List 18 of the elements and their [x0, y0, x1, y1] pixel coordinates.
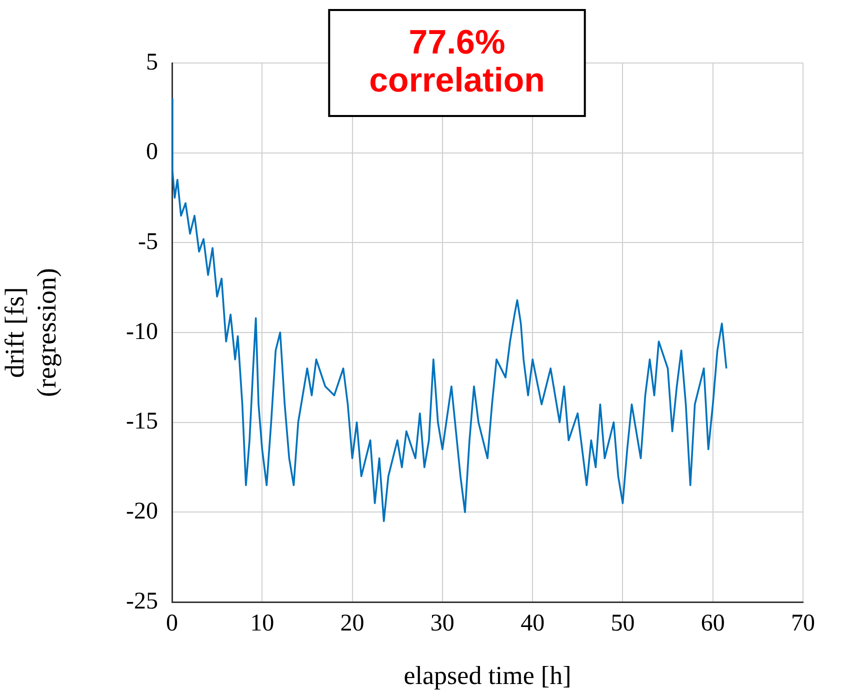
y-tick-label: -5: [138, 228, 158, 255]
y-tick-label: 0: [146, 139, 158, 166]
annotation: 77.6% correlation: [369, 23, 545, 100]
x-tick-label: 10: [250, 610, 274, 637]
y-axis-title: drift [fs] (regression): [0, 268, 62, 397]
x-tick-label: 30: [430, 610, 454, 637]
y-tick-label: -20: [126, 498, 158, 524]
x-tick-label: 60: [700, 610, 725, 637]
x-tick-label: 0: [166, 610, 178, 637]
x-tick-label: 70: [791, 610, 815, 637]
y-tick-label: -10: [126, 318, 158, 345]
x-tick-label: 50: [610, 610, 635, 637]
y-tick-label: 5: [146, 49, 158, 76]
x-tick-label: 20: [340, 610, 364, 637]
y-tick-label: -15: [126, 408, 158, 435]
y-tick-label: -25: [126, 588, 158, 614]
x-axis-title: elapsed time [h]: [404, 661, 572, 690]
x-tick-label: 40: [520, 610, 545, 637]
